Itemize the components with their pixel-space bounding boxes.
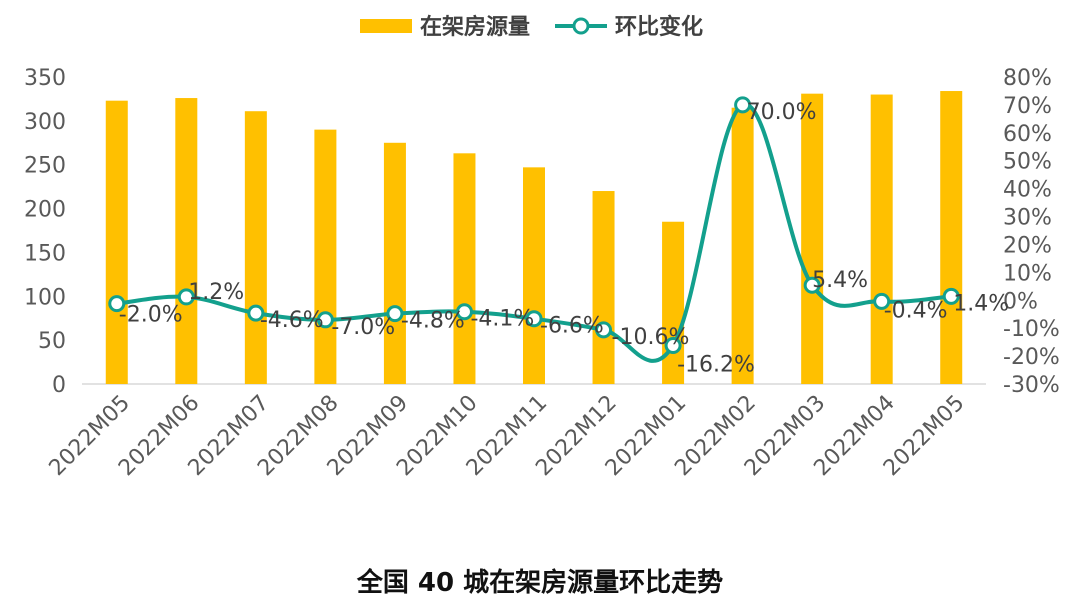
left-tick-label: 200 [24, 198, 66, 223]
chart-legend: 在架房源量 环比变化 [360, 14, 703, 40]
bar [383, 142, 406, 384]
left-tick-label: 150 [24, 241, 66, 266]
right-axis: -30% -20% -10% 0% 10% 20%30% 40% 50% 60% 70% 80% [1003, 66, 1060, 398]
bar [940, 91, 963, 384]
legend-bar-swatch [360, 19, 412, 33]
line-data-label: -0.4% [884, 298, 948, 323]
left-tick-label: 250 [24, 154, 66, 179]
line-point [873, 292, 891, 310]
line-data-label: 1.2% [188, 280, 244, 305]
line-series-markers [108, 96, 960, 354]
legend-bar-label: 在架房源量 [420, 14, 530, 40]
line-data-label: -7.0% [331, 315, 395, 340]
line-point [177, 288, 195, 306]
line-data-label: 70.0% [747, 100, 817, 125]
left-tick-label: 0 [52, 373, 66, 398]
line-point [386, 305, 404, 323]
bar [453, 153, 476, 384]
line-point [247, 304, 265, 322]
right-tick-label: 80% [1003, 66, 1052, 91]
right-tick-label: 70% [1003, 94, 1052, 119]
left-tick-label: 350 [24, 66, 66, 91]
right-tick-label: 60% [1003, 122, 1052, 147]
bar [175, 98, 198, 385]
right-tick-label: 40% [1003, 178, 1052, 203]
right-tick-label: 50% [1003, 150, 1052, 175]
bar [731, 107, 754, 384]
right-tick-label: -20% [1003, 345, 1060, 370]
line-point [108, 295, 126, 313]
line-data-label: -6.6% [540, 314, 604, 339]
left-axis: 0 50 100 150 200 250 300 350 [24, 66, 66, 398]
legend-line-label: 环比变化 [615, 14, 703, 40]
line-data-label: 5.4% [812, 268, 868, 293]
line-data-label: -2.0% [119, 303, 183, 328]
line-point [525, 310, 543, 328]
line-data-label: -10.6% [612, 325, 690, 350]
bar [314, 129, 337, 384]
line-data-label: -4.8% [401, 309, 465, 334]
right-tick-label: 10% [1003, 261, 1052, 286]
line-point [942, 287, 960, 305]
line-point [734, 96, 752, 114]
left-tick-label: 300 [24, 110, 66, 135]
x-axis: 2022M052022M062022M072022M082022M092022M… [45, 391, 970, 481]
left-tick-label: 50 [38, 329, 66, 354]
line-point [664, 336, 682, 354]
line-point [595, 321, 613, 339]
left-tick-label: 100 [24, 285, 66, 310]
line-data-label: -16.2% [677, 352, 755, 377]
line-data-labels: -2.0%1.2% -4.6% -7.0% -4.8% -4.1% -6.6% -10.6%… [119, 100, 1009, 378]
right-tick-label: 0% [1003, 289, 1038, 314]
line-data-label: 1.4% [953, 291, 1009, 316]
bar-series [105, 91, 963, 385]
bar [801, 93, 824, 384]
bar [523, 167, 545, 384]
right-tick-label: 30% [1003, 206, 1052, 231]
chart-caption: 全国 40 城在架房源量环比走势 [356, 568, 724, 598]
right-tick-label: -30% [1003, 373, 1060, 398]
line-point [803, 276, 821, 294]
bar [244, 111, 267, 385]
line-data-label: -4.6% [260, 308, 324, 333]
line-data-label: -4.1% [470, 307, 534, 332]
legend-line-marker [572, 17, 590, 35]
line-point [455, 303, 473, 321]
line-point [316, 311, 334, 329]
bar [105, 100, 128, 384]
right-tick-label: -10% [1003, 317, 1060, 342]
bar [592, 191, 615, 384]
bar [870, 94, 893, 385]
right-tick-label: 20% [1003, 233, 1052, 258]
combo-chart: 在架房源量 环比变化 0 50 100 150 200 250 300 350 -30% -20… [24, 14, 1060, 481]
